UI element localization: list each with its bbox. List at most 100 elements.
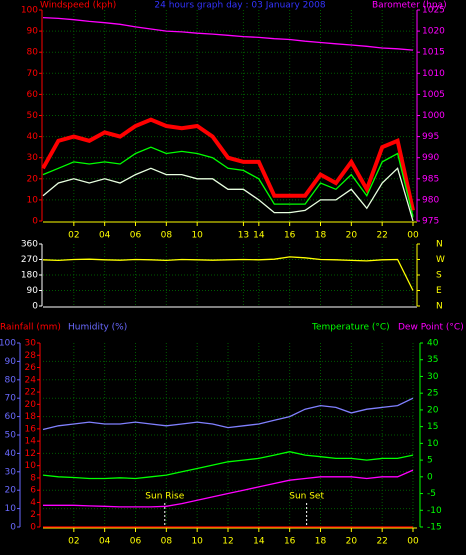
- y-tick-label: 0: [10, 523, 16, 533]
- x-tick-label: 12: [222, 537, 233, 547]
- x-tick-label: 04: [99, 231, 111, 241]
- x-tick-label: 18: [315, 231, 327, 241]
- x-tick-label: 22: [376, 231, 387, 241]
- y-tick-label: 90: [27, 286, 39, 296]
- x-tick-label: 20: [346, 231, 358, 241]
- series-name: Dew Point (°C): [398, 323, 464, 333]
- y-tick-label: 14: [25, 437, 37, 447]
- y-tick-label: N: [436, 240, 443, 250]
- y-tick-label: 360: [21, 240, 38, 250]
- x-tick-label: 18: [315, 537, 327, 547]
- series-line: [42, 256, 414, 291]
- y-tick-label: 10: [427, 439, 439, 449]
- y-tick-label: 0: [32, 217, 38, 227]
- y-tick-label: 30: [25, 339, 37, 349]
- y-tick-label: 990: [422, 153, 439, 163]
- y-tick-label: 10: [27, 195, 39, 205]
- annotation: Sun Set: [289, 492, 324, 502]
- y-tick-label: 20: [27, 174, 39, 184]
- axis-label: Humidity (%): [68, 323, 127, 333]
- y-tick-label: 1025: [422, 6, 445, 16]
- y-tick-label: 180: [21, 271, 38, 281]
- axis-label: Temperature (°C): [311, 323, 390, 333]
- y-tick-label: 18: [25, 412, 37, 422]
- y-tick-label: E: [436, 286, 442, 296]
- axis-label: Windspeed (kph): [40, 1, 116, 11]
- y-tick-label: 2: [30, 510, 36, 520]
- y-tick-label: 1010: [422, 69, 445, 79]
- x-tick-label: 16: [284, 537, 296, 547]
- series-line: [42, 146, 414, 217]
- series-line: [42, 451, 414, 480]
- series-line: [42, 167, 414, 222]
- y-tick-label: 30: [5, 467, 17, 477]
- x-tick-label: 16: [284, 231, 296, 241]
- series-line: [42, 397, 414, 431]
- y-tick-label: 40: [427, 339, 439, 349]
- x-tick-label: 10: [191, 231, 203, 241]
- y-tick-label: 270: [21, 255, 38, 265]
- y-tick-label: 8: [30, 473, 36, 483]
- y-tick-label: 80: [27, 48, 39, 58]
- axis-label: Rainfall (mm): [0, 323, 61, 333]
- x-tick-label: 04: [99, 537, 111, 547]
- x-tick-label: 06: [130, 537, 142, 547]
- y-tick-label: 90: [5, 357, 17, 367]
- y-tick-label: 980: [422, 195, 439, 205]
- y-tick-label: 0: [30, 523, 36, 533]
- y-tick-label: 80: [5, 375, 17, 385]
- y-tick-label: 26: [25, 363, 37, 373]
- y-tick-label: 0: [427, 472, 433, 482]
- y-tick-label: 100: [0, 339, 16, 349]
- x-tick-label: 02: [68, 231, 79, 241]
- y-tick-label: 50: [5, 431, 17, 441]
- y-tick-label: 12: [25, 449, 36, 459]
- y-tick-label: 20: [427, 405, 439, 415]
- y-tick-label: 1005: [422, 90, 445, 100]
- y-tick-label: 60: [5, 412, 17, 422]
- x-tick-label: 08: [161, 537, 173, 547]
- y-tick-label: -5: [427, 489, 436, 499]
- y-tick-label: 20: [25, 400, 37, 410]
- x-tick-label: 00: [407, 537, 419, 547]
- y-tick-label: 16: [25, 424, 37, 434]
- y-tick-label: 90: [27, 27, 39, 37]
- y-tick-label: 10: [25, 461, 37, 471]
- y-tick-label: 60: [27, 90, 39, 100]
- y-tick-label: 40: [5, 449, 17, 459]
- annotation: Sun Rise: [145, 492, 184, 502]
- y-tick-label: 22: [25, 388, 36, 398]
- x-tick-label: 02: [68, 537, 79, 547]
- chart-title: 24 hours graph day : 03 January 2008: [154, 1, 325, 11]
- y-tick-label: N: [436, 302, 443, 312]
- y-tick-label: 30: [427, 372, 439, 382]
- y-tick-label: 1000: [422, 111, 445, 121]
- series-line: [43, 469, 414, 508]
- x-tick-label: 10: [191, 537, 203, 547]
- x-tick-label: 14: [253, 537, 265, 547]
- y-tick-label: 4: [30, 498, 36, 508]
- y-tick-label: 1020: [422, 27, 445, 37]
- x-tick-label: 20: [346, 537, 358, 547]
- y-tick-label: 995: [422, 132, 439, 142]
- y-tick-label: 25: [427, 389, 438, 399]
- y-tick-label: 0: [32, 302, 38, 312]
- y-tick-label: S: [436, 271, 442, 281]
- y-tick-label: 24: [25, 375, 37, 385]
- x-tick-label: 22: [376, 537, 387, 547]
- x-tick-label: 13: [238, 231, 249, 241]
- y-tick-label: 10: [5, 504, 17, 514]
- y-tick-label: 40: [27, 132, 39, 142]
- y-tick-label: -15: [427, 523, 442, 533]
- x-tick-label: 00: [407, 231, 419, 241]
- x-tick-label: 14: [253, 231, 265, 241]
- y-tick-label: 975: [422, 217, 439, 227]
- series-line: [41, 117, 415, 211]
- y-tick-label: 20: [5, 486, 17, 496]
- axis-label: Barometer (hpa): [372, 1, 447, 11]
- y-tick-label: -10: [427, 506, 442, 516]
- y-tick-label: W: [436, 255, 445, 265]
- y-tick-label: 50: [27, 111, 39, 121]
